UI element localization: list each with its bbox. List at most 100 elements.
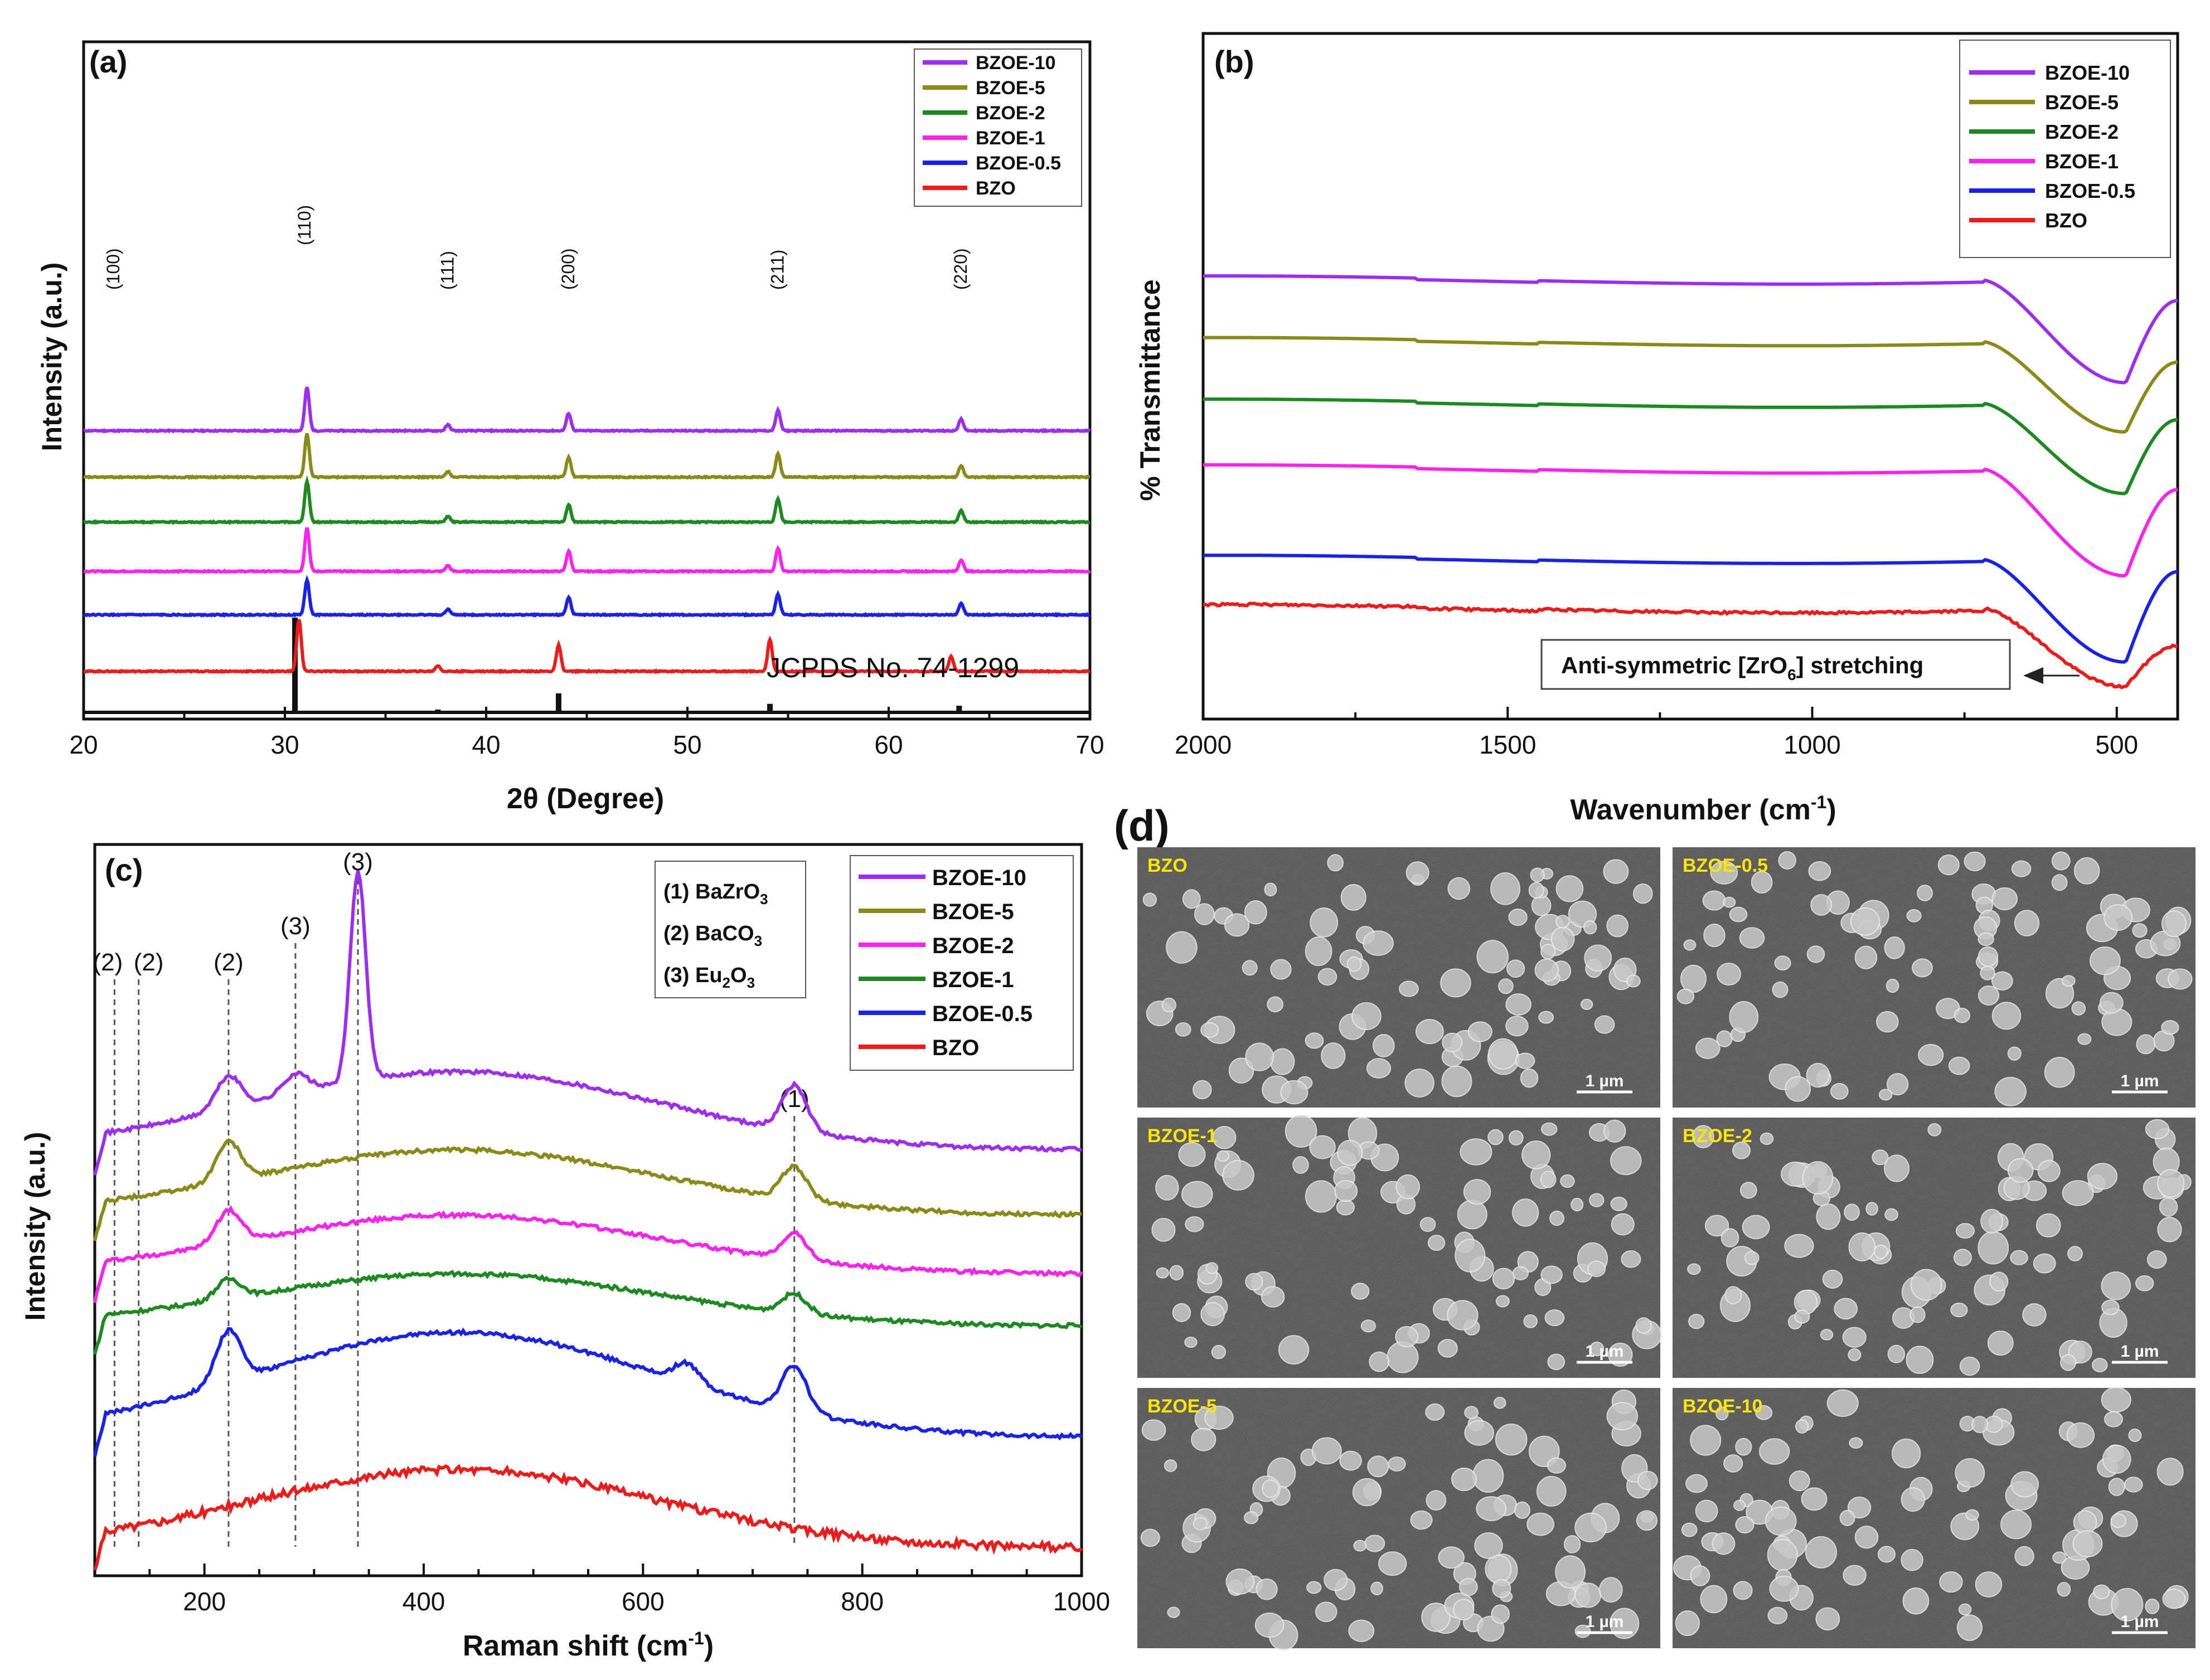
sem-particle — [1492, 1579, 1511, 1598]
sem-particle — [1820, 1329, 1834, 1341]
sem-particle — [1816, 1203, 1841, 1230]
panel-c-phase-1: (1) BaZrO3 — [663, 880, 768, 907]
sem-particle — [1463, 1179, 1491, 1205]
sem-particle — [1280, 1080, 1308, 1105]
sem-particle — [2135, 1275, 2154, 1291]
panel-a-series — [83, 386, 1092, 674]
sem-particle — [1278, 1335, 1310, 1365]
sem-particle — [1515, 1052, 1535, 1069]
sem-particle — [1950, 1302, 1968, 1318]
sem-particle — [1505, 993, 1532, 1016]
sem-particle — [1785, 1076, 1811, 1102]
sem-particle — [2014, 1546, 2034, 1566]
sem-particle — [1978, 1231, 2009, 1265]
panel-c-legend-label: BZOE-2 — [932, 934, 1014, 958]
sem-particle — [1514, 1501, 1530, 1519]
sem-particle — [1222, 1160, 1254, 1191]
sem-particle — [1910, 1269, 1942, 1301]
sem-particle — [1574, 1512, 1607, 1543]
panel-c-series-bzoe-10 — [93, 870, 1083, 1176]
sem-particle — [1759, 1438, 1790, 1465]
sem-particle — [2161, 910, 2187, 938]
sem-scale-bar-label: 1 µm — [1586, 1613, 1624, 1631]
sem-particle — [1395, 1174, 1421, 1200]
sem-particle — [1476, 1496, 1507, 1522]
sem-particle — [1193, 1080, 1212, 1100]
sem-particle — [1703, 923, 1726, 948]
sem-particle — [1815, 1607, 1840, 1631]
sem-particle — [1442, 1032, 1463, 1052]
sem-particle — [1305, 1180, 1337, 1213]
sem-particle — [1848, 1348, 1862, 1362]
panel-b-annotation: Anti-symmetric [ZrO6] stretching — [1540, 639, 2080, 690]
panel-c-raman: (c) 200 400 600 800 1000 (2) (2) (2)(3)(3)(1) … — [20, 843, 1110, 1662]
sem-particle — [1340, 883, 1366, 911]
panel-b-y-axis-label: % Transmittance — [1135, 279, 1166, 501]
panel-c-legend: BZOE-10 BZOE-5 BZOE-2 BZOE-1 BZOE-0.5 BZO — [850, 855, 1074, 1071]
sem-particle — [1722, 896, 1736, 908]
panel-a-label: (a) — [89, 44, 127, 79]
panel-b-annotation-box — [1540, 639, 2011, 690]
sem-particle — [1702, 890, 1726, 911]
sem-particle — [1455, 1239, 1486, 1273]
sem-particle — [1854, 945, 1878, 969]
sem-particle — [1321, 1042, 1346, 1069]
sem-particle — [1194, 903, 1215, 925]
panel-b-series-bzoe-5 — [1203, 336, 2178, 434]
sem-particle — [1366, 1058, 1392, 1079]
sem-particle — [2000, 1509, 2032, 1540]
sem-particle — [1822, 1269, 1843, 1289]
sem-particle — [2145, 1119, 2170, 1139]
sem-particle — [1700, 1585, 1728, 1614]
sem-particle — [1544, 1309, 1565, 1327]
sem-particle — [1184, 1336, 1198, 1348]
sem-particle — [1498, 978, 1514, 994]
sem-particle — [1712, 1532, 1736, 1555]
panel-a-legend-label: BZOE-0.5 — [976, 153, 1061, 174]
panel-a-hkl-label: (110) — [294, 205, 314, 245]
panel-b-legend-label: BZOE-0.5 — [2045, 179, 2135, 202]
panel-d-label: (d) — [1114, 801, 1170, 850]
sem-particle — [2072, 1530, 2103, 1557]
panel-b-label: (b) — [1214, 44, 1254, 79]
sem-particle — [1245, 1273, 1263, 1291]
sem-particle — [1337, 1139, 1363, 1166]
sem-particle — [1956, 1614, 1983, 1642]
panel-c-label: (c) — [105, 852, 143, 887]
panel-c-series-bzoe-0-5 — [93, 1327, 1083, 1457]
sem-image-bzo: BZO 1 µm — [1137, 847, 1660, 1108]
sem-image-label: BZOE-2 — [1683, 1125, 1752, 1147]
sem-particle — [1715, 1406, 1729, 1421]
sem-particle — [1580, 998, 1593, 1010]
sem-image-label: BZOE-5 — [1147, 1396, 1217, 1417]
sem-particle — [2128, 1428, 2142, 1443]
sem-particle — [1610, 1196, 1627, 1211]
panel-a-legend-label: BZOE-2 — [976, 103, 1045, 124]
sem-particle — [1346, 956, 1362, 972]
sem-particle — [1989, 1271, 2009, 1292]
sem-particle — [1352, 1478, 1382, 1507]
sem-particle — [1784, 1234, 1814, 1258]
sem-particle — [1724, 1286, 1742, 1304]
panel-a-reference-peak — [435, 709, 441, 712]
panel-a-x-ticks: 20 30 40 50 60 70 — [69, 707, 1104, 759]
sem-particle — [1185, 1216, 1204, 1232]
sem-particle — [1464, 1406, 1479, 1419]
sem-particle — [1884, 936, 1905, 959]
panel-a-hkl-label: (211) — [767, 250, 787, 290]
sem-particle — [2057, 1582, 2071, 1597]
sem-image-label: BZO — [1147, 855, 1188, 876]
sem-particle — [1690, 1565, 1710, 1586]
sem-particle — [2101, 1299, 2120, 1315]
sem-particle — [1167, 1606, 1180, 1618]
sem-particle — [1598, 1577, 1623, 1603]
sem-particle — [2071, 1001, 2086, 1016]
sem-particle — [1801, 1487, 1828, 1511]
sem-particle — [1695, 1499, 1718, 1523]
sem-particle — [1459, 1577, 1478, 1596]
sem-particle — [1760, 1132, 1774, 1145]
sem-particle — [1971, 1416, 1989, 1434]
sem-particle — [1980, 965, 1995, 980]
sem-particle — [1211, 1344, 1227, 1359]
